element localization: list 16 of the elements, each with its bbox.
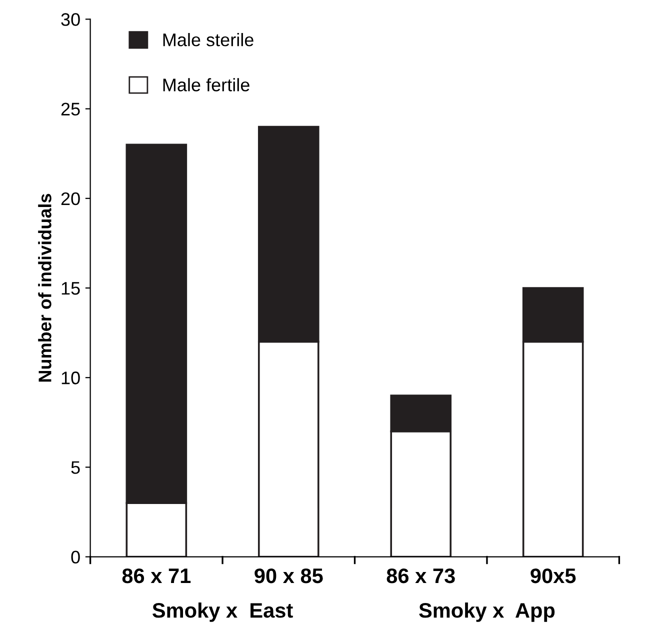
legend-label: Male fertile xyxy=(163,78,250,92)
y-tick-label: 10 xyxy=(62,372,80,384)
text: Smoky x App xyxy=(419,602,555,622)
y-axis-title: Number of individuals xyxy=(38,194,52,382)
y-tick-label: 25 xyxy=(61,102,80,116)
x-tick-label: 90 x 85 xyxy=(254,568,323,584)
x-tick-label: 86 x 73 xyxy=(386,568,455,584)
text: Smoky x East xyxy=(152,602,293,622)
x-tick-label: 86 x 71 xyxy=(122,568,191,584)
y-tick-label: 0 xyxy=(71,550,80,564)
y-tick-label: 5 xyxy=(71,461,80,474)
legend-label: Male sterile xyxy=(163,33,254,46)
x-tick-label: 90x5 xyxy=(530,568,576,584)
y-tick-label: 30 xyxy=(61,13,80,26)
y-tick-label: 20 xyxy=(61,192,80,206)
y-tick-label: 15 xyxy=(62,282,80,295)
